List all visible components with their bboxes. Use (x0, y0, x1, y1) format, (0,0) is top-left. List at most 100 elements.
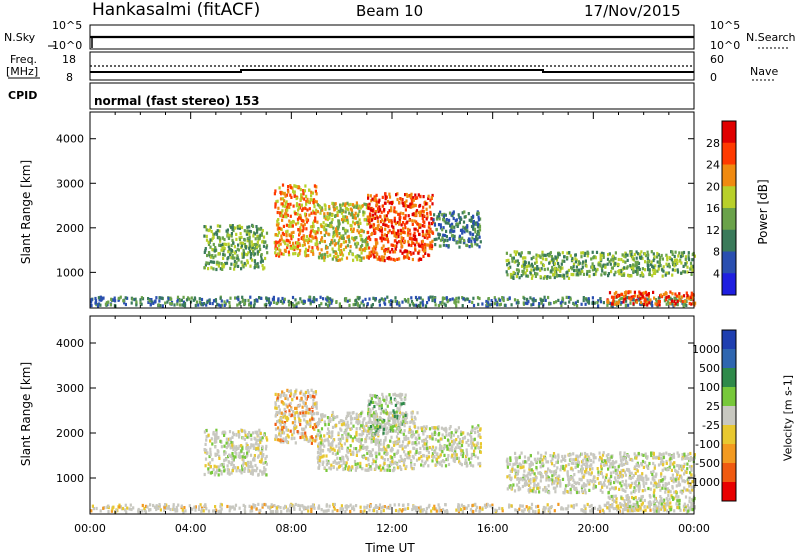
scatter-cell-velocity (397, 420, 399, 423)
scatter-cell-power (617, 295, 619, 298)
scatter-cell-velocity (212, 509, 214, 512)
scatter-cell-velocity (397, 466, 399, 469)
scatter-cell-power (678, 251, 680, 254)
scatter-cell-velocity (367, 504, 369, 507)
scatter-cell-power (674, 269, 676, 272)
scatter-cell-velocity (398, 460, 400, 463)
scatter-cell-velocity (324, 439, 326, 442)
scatter-cell-power (237, 298, 239, 301)
scatter-cell-power (387, 218, 389, 221)
scatter-cell-power (622, 260, 624, 263)
colorbar-segment (722, 143, 736, 165)
scatter-cell-velocity (355, 463, 357, 466)
scatter-cell-velocity (305, 435, 307, 438)
scatter-cell-power (412, 213, 414, 216)
scatter-cell-velocity (305, 425, 307, 428)
scatter-cell-power (313, 298, 315, 301)
scatter-cell-power (342, 215, 344, 218)
scatter-cell-power (381, 219, 383, 222)
scatter-cell-velocity (352, 439, 354, 442)
scatter-cell-velocity (279, 408, 281, 411)
scatter-cell-power (418, 205, 420, 208)
scatter-cell-power (462, 297, 464, 300)
scatter-cell-velocity (228, 461, 230, 464)
scatter-cell-velocity (329, 443, 331, 446)
scatter-cell-velocity (277, 411, 279, 414)
scatter-cell-power (294, 212, 296, 215)
scatter-cell-velocity (410, 420, 412, 423)
scatter-cell-power (452, 238, 454, 241)
scatter-cell-power (350, 224, 352, 227)
scatter-cell-power (302, 207, 304, 210)
scatter-cell-velocity (404, 446, 406, 449)
scatter-cell-power (363, 256, 365, 259)
scatter-cell-power (675, 251, 677, 254)
scatter-cell-velocity (111, 507, 113, 510)
scatter-cell-power (367, 302, 369, 305)
scatter-cell-power (194, 297, 196, 300)
colorbar-tick-label: 24 (706, 159, 720, 172)
scatter-cell-velocity (297, 504, 299, 507)
scatter-cell-power (292, 220, 294, 223)
scatter-cell-power (388, 193, 390, 196)
scatter-cell-velocity (354, 417, 356, 420)
scatter-cell-power (448, 219, 450, 222)
scatter-cell-power (627, 304, 629, 307)
scatter-cell-power (280, 235, 282, 238)
scatter-cell-power (308, 245, 310, 248)
scatter-cell-velocity (304, 432, 306, 435)
scatter-cell-power (504, 304, 506, 307)
scatter-cell-power (201, 298, 203, 301)
scatter-cell-power (403, 231, 405, 234)
scatter-cell-power (413, 238, 415, 241)
scatter-cell-velocity (163, 509, 165, 512)
scatter-cell-power (386, 234, 388, 237)
scatter-cell-velocity (366, 434, 368, 437)
scatter-cell-velocity (251, 444, 253, 447)
scatter-cell-power (673, 264, 675, 267)
scatter-cell-velocity (461, 504, 463, 507)
scatter-cell-velocity (328, 435, 330, 438)
scatter-cell-power (385, 195, 387, 198)
scatter-cell-power (213, 243, 215, 246)
scatter-cell-velocity (372, 433, 374, 436)
scatter-cell-velocity (330, 436, 332, 439)
scatter-cell-velocity (389, 411, 391, 414)
scatter-cell-power (455, 297, 457, 300)
scatter-cell-power (224, 304, 226, 307)
scatter-cell-power (541, 302, 543, 305)
scatter-cell-power (432, 232, 434, 235)
scatter-cell-velocity (250, 434, 252, 437)
scatter-cell-power (612, 299, 614, 302)
scatter-cell-power (310, 230, 312, 233)
scatter-cell-velocity (332, 510, 334, 513)
scatter-cell-velocity (291, 414, 293, 417)
scatter-cell-power (562, 274, 564, 277)
scatter-cell-power (625, 255, 627, 258)
scatter-cell-velocity (369, 394, 371, 397)
scatter-cell-velocity (211, 458, 213, 461)
scatter-cell-velocity (96, 507, 98, 510)
scatter-cell-power (327, 233, 329, 236)
scatter-cell-power (506, 252, 508, 255)
scatter-cell-power (197, 304, 199, 307)
scatter-cell-velocity (406, 456, 408, 459)
scatter-cell-power (335, 252, 337, 255)
scatter-cell-velocity (576, 503, 578, 506)
scatter-cell-power (312, 201, 314, 204)
scatter-cell-power (206, 254, 208, 257)
scatter-cell-power (354, 236, 356, 239)
scatter-cell-power (461, 229, 463, 232)
scatter-cell-velocity (407, 507, 409, 510)
scatter-cell-power (628, 296, 630, 299)
scatter-cell-power (351, 237, 353, 240)
scatter-cell-power (294, 195, 296, 198)
scatter-cell-power (394, 210, 396, 213)
scatter-cell-velocity (211, 442, 213, 445)
scatter-cell-velocity (236, 469, 238, 472)
scatter-cell-power (477, 303, 479, 306)
scatter-cell-velocity (388, 417, 390, 420)
scatter-cell-power (496, 303, 498, 306)
scatter-cell-velocity (394, 415, 396, 418)
scatter-cell-power (611, 266, 613, 269)
